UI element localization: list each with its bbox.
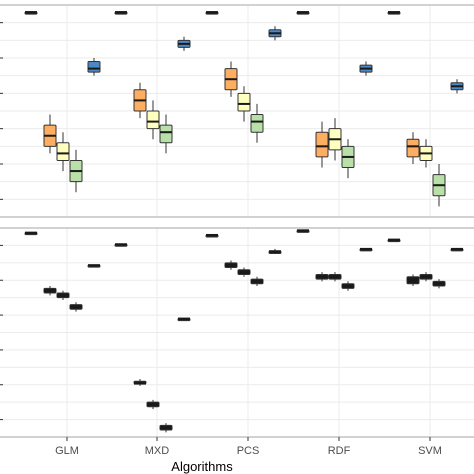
box-svm-series-3 bbox=[419, 272, 433, 282]
box-mxd-series-5 bbox=[177, 36, 191, 51]
box-pcs-series-2 bbox=[224, 61, 238, 97]
box-glm-series-5 bbox=[87, 264, 101, 268]
x-tick-label: RDF bbox=[328, 445, 351, 457]
box-mxd-series-3 bbox=[146, 100, 160, 140]
box-mxd-series-1 bbox=[114, 11, 128, 15]
x-tick-label: GLM bbox=[55, 445, 79, 457]
box-pcs-series-1 bbox=[205, 233, 219, 238]
panel-top bbox=[0, 4, 474, 218]
box-rdf-series-4 bbox=[341, 281, 355, 291]
box-glm-series-1 bbox=[24, 231, 38, 236]
box-svm-series-2 bbox=[406, 132, 420, 164]
box-glm-series-1 bbox=[24, 11, 38, 15]
box-body bbox=[146, 110, 160, 130]
box-svm-series-4 bbox=[432, 279, 446, 289]
x-tick-label: SVM bbox=[418, 445, 442, 457]
box-glm-series-2 bbox=[43, 114, 57, 154]
box-body bbox=[406, 138, 420, 158]
box-pcs-series-3 bbox=[237, 267, 251, 277]
box-svm-series-4 bbox=[432, 164, 446, 207]
box-pcs-series-1 bbox=[205, 11, 219, 15]
box-rdf-series-5 bbox=[359, 247, 373, 252]
box-body bbox=[406, 276, 420, 285]
box-pcs-series-3 bbox=[237, 86, 251, 122]
panel-border bbox=[0, 4, 474, 218]
box-rdf-series-3 bbox=[328, 272, 342, 282]
panel-border bbox=[0, 227, 474, 438]
box-glm-series-2 bbox=[43, 286, 57, 296]
box-svm-series-2 bbox=[406, 274, 420, 287]
box-mxd-series-4 bbox=[159, 423, 173, 433]
panel-bottom bbox=[0, 227, 474, 438]
box-rdf-series-5 bbox=[359, 61, 373, 76]
box-pcs-series-2 bbox=[224, 260, 238, 270]
box-body bbox=[237, 92, 251, 112]
box-svm-series-1 bbox=[387, 238, 401, 243]
box-body bbox=[315, 131, 329, 158]
box-rdf-series-2 bbox=[315, 121, 329, 168]
box-pcs-series-5 bbox=[268, 248, 282, 255]
box-svm-series-5 bbox=[450, 247, 464, 252]
box-mxd-series-5 bbox=[177, 317, 191, 322]
box-mxd-series-2 bbox=[133, 378, 147, 386]
box-pcs-series-4 bbox=[250, 276, 264, 287]
box-glm-series-5 bbox=[87, 58, 101, 76]
box-body bbox=[159, 124, 173, 144]
box-mxd-series-3 bbox=[146, 399, 160, 410]
x-axis-ticks: GLM MXD PCS RDF SVM bbox=[55, 437, 442, 457]
box-body bbox=[87, 61, 101, 73]
box-rdf-series-3 bbox=[328, 118, 342, 161]
box-rdf-series-4 bbox=[341, 139, 355, 179]
x-tick-label: PCS bbox=[237, 445, 260, 457]
box-rdf-series-1 bbox=[296, 11, 310, 15]
box-glm-series-4 bbox=[69, 149, 83, 193]
box-mxd-series-1 bbox=[114, 243, 128, 247]
box-glm-series-4 bbox=[69, 302, 83, 312]
box-body bbox=[56, 142, 70, 161]
box-glm-series-3 bbox=[56, 290, 70, 300]
box-svm-series-1 bbox=[387, 11, 401, 15]
box-svm-series-3 bbox=[419, 139, 433, 168]
box-pcs-series-5 bbox=[268, 26, 282, 41]
box-mxd-series-2 bbox=[133, 82, 147, 119]
box-rdf-series-2 bbox=[315, 272, 329, 282]
box-svm-series-5 bbox=[450, 79, 464, 94]
x-axis-title: Algorithms bbox=[171, 459, 233, 474]
box-body bbox=[250, 114, 264, 133]
box-glm-series-3 bbox=[56, 132, 70, 172]
box-rdf-series-1 bbox=[296, 229, 310, 233]
box-mxd-series-4 bbox=[159, 114, 173, 154]
box-pcs-series-4 bbox=[250, 103, 264, 143]
x-tick-label: MXD bbox=[145, 445, 170, 457]
